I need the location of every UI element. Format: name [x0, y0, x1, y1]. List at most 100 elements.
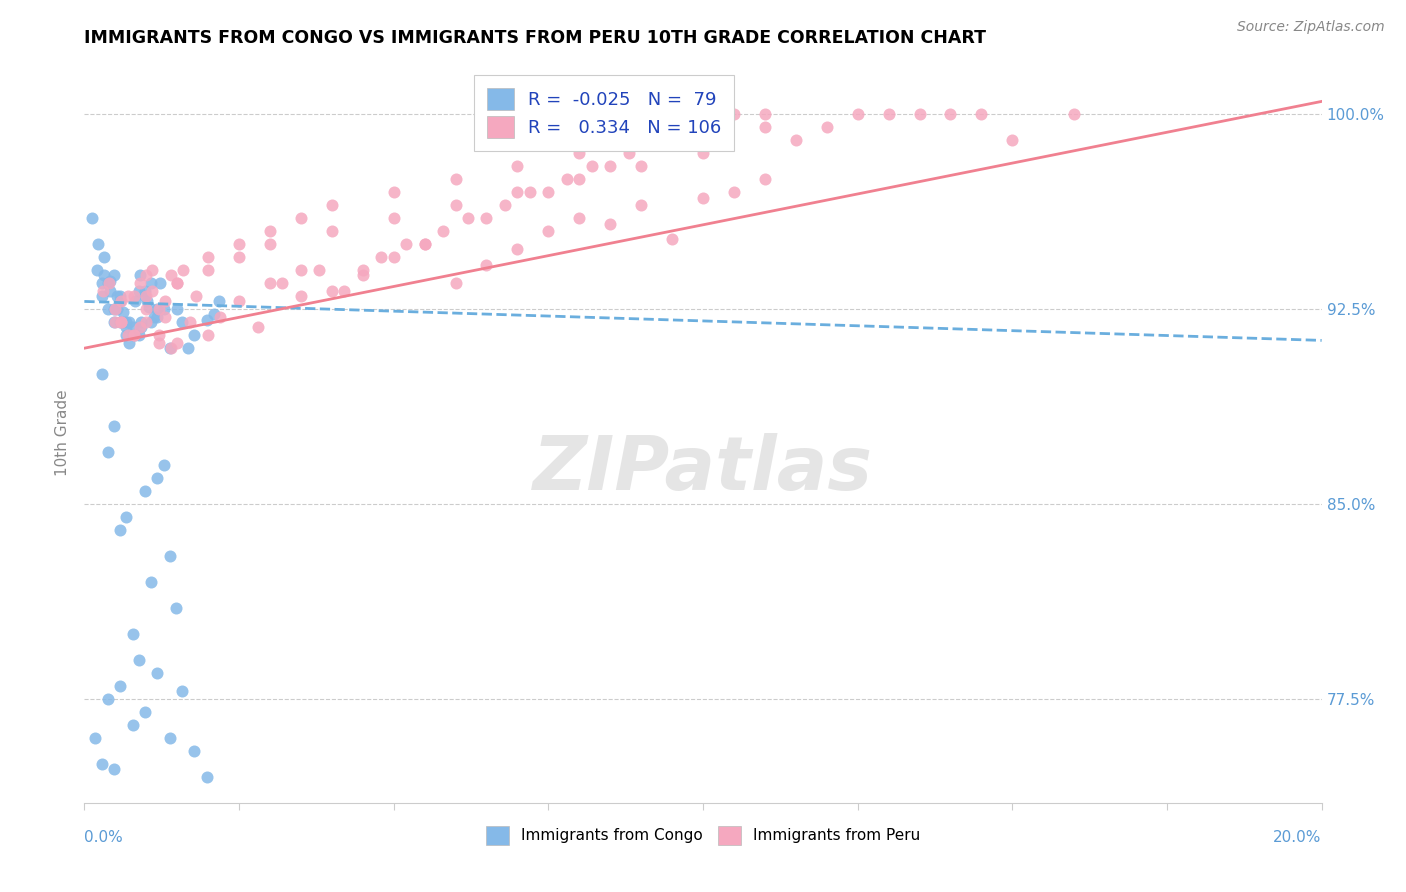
Point: [321, 224, 343, 238]
Point: [160, 268, 183, 283]
Point: [259, 277, 281, 291]
Point: [555, 172, 578, 186]
Point: [103, 302, 125, 317]
Point: [110, 315, 132, 329]
Point: [228, 250, 250, 264]
Point: [153, 310, 176, 324]
Point: [172, 315, 194, 329]
Point: [723, 186, 745, 200]
Point: [1063, 107, 1085, 121]
Point: [692, 146, 714, 161]
Text: 20.0%: 20.0%: [1274, 830, 1322, 845]
Point: [141, 284, 163, 298]
Point: [568, 172, 591, 186]
Point: [630, 198, 652, 212]
Point: [432, 224, 454, 238]
Point: [208, 294, 231, 309]
Point: [104, 302, 127, 317]
Point: [93, 268, 115, 283]
Point: [135, 302, 157, 317]
Point: [115, 510, 138, 524]
Point: [754, 172, 776, 186]
Point: [134, 705, 156, 719]
Point: [141, 574, 163, 589]
Point: [103, 762, 125, 776]
Point: [118, 315, 141, 329]
Point: [271, 277, 294, 291]
Point: [475, 211, 498, 226]
Point: [177, 341, 200, 355]
Point: [494, 198, 516, 212]
Point: [110, 294, 132, 309]
Point: [105, 302, 128, 317]
Point: [129, 320, 152, 334]
Point: [152, 458, 174, 472]
Point: [444, 172, 467, 186]
Point: [84, 731, 107, 745]
Point: [129, 277, 152, 291]
Point: [97, 692, 120, 706]
Point: [382, 186, 405, 200]
Text: 0.0%: 0.0%: [84, 830, 124, 845]
Point: [970, 107, 993, 121]
Point: [165, 601, 187, 615]
Point: [290, 211, 312, 226]
Point: [382, 211, 405, 226]
Point: [80, 211, 103, 226]
Point: [209, 310, 232, 324]
Point: [506, 243, 529, 257]
Point: [148, 336, 170, 351]
Point: [141, 277, 163, 291]
Text: Source: ZipAtlas.com: Source: ZipAtlas.com: [1237, 20, 1385, 34]
Point: [104, 315, 127, 329]
Point: [581, 159, 603, 173]
Point: [939, 107, 962, 121]
Point: [146, 665, 169, 680]
Point: [128, 284, 150, 298]
Y-axis label: 10th Grade: 10th Grade: [55, 389, 70, 476]
Point: [90, 756, 112, 771]
Legend: Immigrants from Congo, Immigrants from Peru: Immigrants from Congo, Immigrants from P…: [479, 820, 927, 851]
Point: [290, 263, 312, 277]
Point: [183, 328, 205, 343]
Point: [159, 549, 181, 563]
Point: [723, 107, 745, 121]
Point: [321, 284, 343, 298]
Point: [121, 627, 143, 641]
Point: [370, 250, 392, 264]
Point: [599, 159, 621, 173]
Point: [98, 284, 121, 298]
Point: [110, 315, 132, 329]
Point: [146, 302, 169, 317]
Point: [197, 250, 219, 264]
Point: [321, 198, 343, 212]
Point: [308, 263, 330, 277]
Point: [159, 731, 181, 745]
Point: [97, 445, 120, 459]
Point: [148, 328, 170, 343]
Point: [692, 190, 714, 204]
Point: [160, 341, 183, 355]
Point: [1001, 133, 1024, 147]
Point: [352, 263, 374, 277]
Point: [148, 302, 170, 317]
Point: [121, 320, 143, 334]
Point: [136, 294, 159, 309]
Point: [444, 277, 467, 291]
Point: [259, 224, 281, 238]
Point: [110, 679, 132, 693]
Point: [444, 198, 467, 212]
Point: [129, 320, 152, 334]
Point: [195, 312, 218, 326]
Point: [90, 367, 112, 381]
Point: [754, 120, 776, 135]
Point: [599, 217, 621, 231]
Point: [246, 320, 269, 334]
Point: [617, 146, 640, 161]
Point: [122, 289, 145, 303]
Point: [115, 320, 138, 334]
Point: [134, 284, 156, 298]
Point: [382, 250, 405, 264]
Point: [135, 315, 157, 329]
Point: [166, 302, 188, 317]
